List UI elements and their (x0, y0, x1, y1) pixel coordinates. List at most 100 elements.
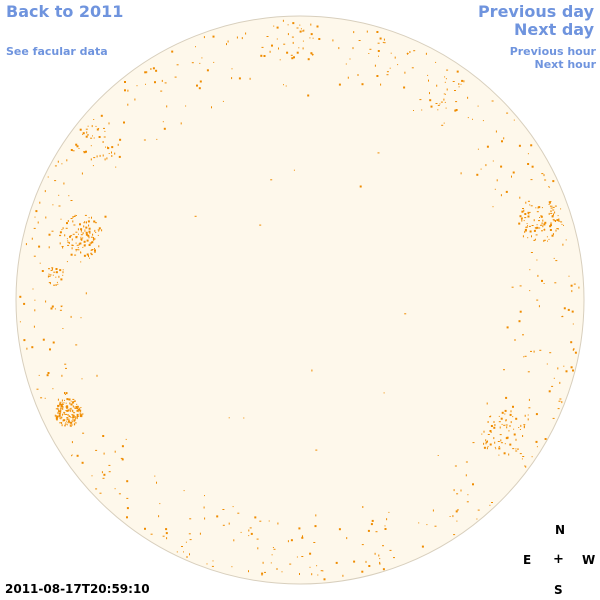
facula-dot (108, 153, 110, 154)
facula-dot (77, 249, 80, 251)
facula-dot (58, 410, 61, 413)
facula-dot (77, 409, 79, 411)
facula-dot (51, 230, 54, 232)
facula-dot (121, 458, 124, 461)
facula-dot (93, 239, 95, 241)
facula-dot (524, 217, 527, 219)
facula-dot (277, 522, 279, 525)
facula-dot (62, 227, 64, 230)
facula-dot (283, 43, 286, 45)
facula-dot (409, 51, 411, 53)
see-facular-data-link[interactable]: See facular data (6, 45, 108, 58)
facula-dot (36, 388, 39, 390)
facula-dot (61, 413, 63, 416)
facula-dot (544, 438, 547, 440)
previous-hour-link[interactable]: Previous hour (509, 45, 596, 58)
facula-dot (307, 58, 310, 61)
facula-dot (554, 211, 556, 214)
facula-dot (491, 100, 494, 102)
facula-dot (71, 245, 74, 246)
facula-dot (55, 268, 58, 270)
facula-dot (425, 52, 427, 55)
facula-dot (80, 261, 82, 263)
facula-dot (76, 403, 78, 405)
facula-dot (550, 222, 553, 224)
facula-dot (505, 420, 507, 422)
facula-dot (549, 229, 552, 231)
facula-dot (489, 504, 491, 506)
facula-dot (437, 104, 440, 106)
facula-dot (500, 417, 503, 420)
facula-dot (72, 414, 75, 416)
facula-dot (540, 215, 543, 218)
next-hour-link[interactable]: Next hour (534, 58, 597, 71)
next-day-link[interactable]: Next day (514, 20, 594, 39)
facula-dot (78, 148, 80, 149)
facula-dot (487, 421, 489, 423)
facula-dot (435, 61, 437, 63)
facula-dot (60, 218, 62, 220)
facula-dot (57, 398, 59, 401)
facula-dot (303, 29, 305, 32)
facula-dot (315, 514, 317, 517)
facula-dot (504, 443, 506, 445)
facula-dot (262, 561, 264, 564)
facula-dot (78, 233, 79, 235)
facula-dot (528, 212, 530, 215)
facula-dot (238, 77, 241, 80)
facula-dot (72, 398, 75, 400)
facula-dot (104, 130, 106, 132)
facula-dot (443, 93, 445, 95)
facula-dot (406, 53, 409, 55)
facula-dot (70, 400, 72, 402)
facula-dot (535, 238, 536, 240)
facula-dot (278, 47, 279, 50)
facula-dot (565, 239, 567, 241)
facula-dot (97, 229, 100, 231)
facula-dot (527, 418, 529, 421)
facula-dot (519, 285, 522, 287)
back-to-year-link[interactable]: Back to 2011 (6, 2, 124, 21)
facula-dot (510, 410, 512, 413)
facula-dot (231, 68, 233, 70)
facula-dot (524, 213, 527, 215)
facula-dot (195, 46, 196, 48)
facula-dot (47, 275, 49, 278)
facula-dot (94, 251, 96, 253)
facula-dot (89, 231, 91, 234)
facula-dot (411, 67, 414, 69)
facula-dot (513, 428, 515, 430)
facula-dot (483, 430, 485, 433)
facula-dot (174, 76, 177, 78)
facula-dot (449, 516, 451, 517)
facula-dot (521, 458, 523, 460)
facula-dot (55, 271, 58, 274)
previous-day-link[interactable]: Previous day (477, 2, 594, 21)
facula-dot (222, 100, 224, 102)
facula-dot (543, 283, 545, 284)
facula-dot (494, 188, 496, 190)
facula-dot (98, 227, 101, 230)
facula-dot (453, 534, 456, 536)
facula-dot (196, 84, 198, 87)
facula-dot (69, 235, 71, 238)
facula-dot (144, 527, 146, 530)
facula-dot (455, 109, 458, 111)
facula-dot (487, 434, 490, 435)
facula-dot (58, 194, 60, 196)
facula-dot (285, 85, 287, 87)
facula-dot (103, 452, 105, 455)
facula-dot (538, 305, 540, 308)
facula-dot (90, 145, 92, 147)
facula-dot (496, 179, 498, 182)
facula-dot (90, 249, 93, 251)
facula-dot (548, 204, 550, 205)
facula-dot (50, 307, 53, 310)
facula-dot (519, 453, 522, 455)
facula-dot (49, 282, 51, 285)
facula-dot (454, 109, 457, 112)
facula-dot (93, 237, 94, 239)
compass-east: E (523, 553, 532, 567)
facula-dot (240, 531, 242, 533)
facula-dot (436, 84, 438, 87)
